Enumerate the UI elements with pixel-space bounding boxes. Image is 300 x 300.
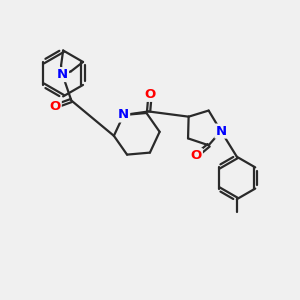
Text: O: O (190, 149, 202, 162)
Text: O: O (50, 100, 61, 113)
Text: N: N (215, 124, 226, 138)
Text: O: O (145, 88, 156, 101)
Text: N: N (57, 68, 68, 81)
Text: N: N (118, 109, 129, 122)
